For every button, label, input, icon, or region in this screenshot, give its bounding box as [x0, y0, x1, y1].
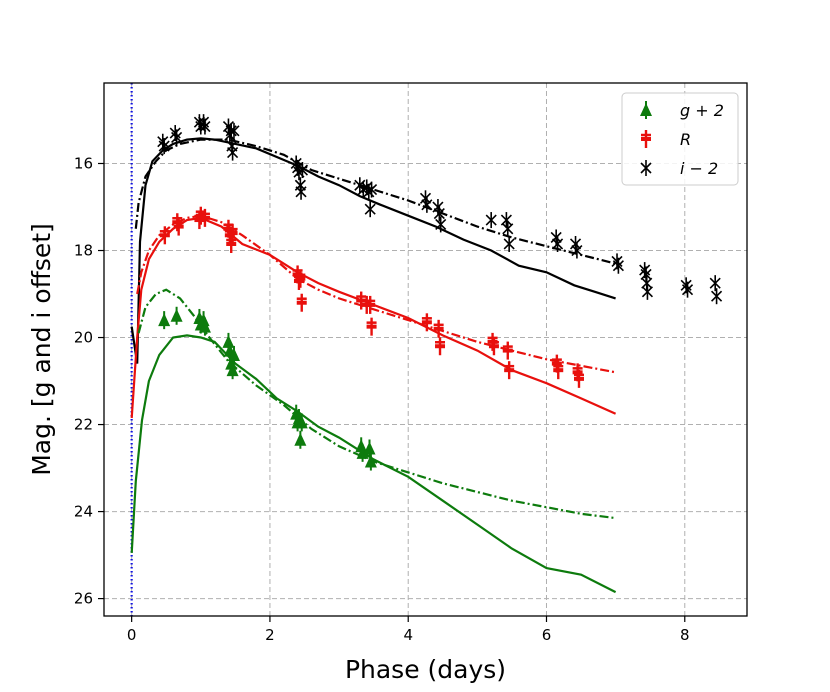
marker-triangle [295, 415, 308, 429]
marker-triangle [363, 441, 376, 455]
marker-triangle [222, 334, 235, 348]
data-point [295, 269, 306, 288]
data-point [364, 452, 377, 471]
model-dashdot-r [136, 214, 616, 374]
model-solid-g-2 [130, 334, 617, 594]
x-tick-label: 2 [265, 626, 275, 644]
y-tick-label: 24 [74, 503, 93, 521]
data-point [365, 295, 376, 314]
data-point [503, 235, 515, 252]
data-point [500, 212, 512, 229]
x-tick-label: 6 [542, 626, 552, 644]
data-point [488, 337, 499, 356]
data-point [435, 216, 447, 233]
legend-marker [641, 130, 651, 148]
data-point [227, 224, 238, 243]
data-point [366, 181, 378, 198]
data-point [553, 361, 564, 380]
data-point [356, 443, 369, 462]
y-tick-label: 22 [74, 416, 93, 434]
data-point [502, 220, 514, 237]
data-point [435, 337, 446, 356]
data-point [421, 313, 432, 332]
data-point [296, 162, 308, 179]
data-point [295, 413, 308, 432]
data-point [228, 122, 240, 139]
legend-marker [640, 101, 652, 119]
x-axis-title: Phase (days) [345, 655, 506, 684]
y-tick-label: 16 [74, 154, 93, 172]
y-tick-label: 18 [74, 242, 93, 260]
data-point [173, 217, 184, 236]
model-solid-r [130, 216, 617, 419]
marker-triangle [197, 313, 210, 327]
data-point [571, 242, 583, 259]
y-tick-label: 26 [74, 590, 93, 608]
data-point [170, 306, 183, 325]
marker-triangle [294, 432, 307, 446]
data-point [485, 212, 497, 229]
data-point [158, 311, 171, 330]
marker-triangle [640, 103, 652, 116]
x-tick-label: 8 [680, 626, 690, 644]
marker-triangle [158, 313, 171, 327]
x-tick-label: 4 [403, 626, 413, 644]
data-point [641, 283, 654, 300]
data-point [366, 317, 377, 336]
data-point [711, 288, 723, 305]
data-point [158, 138, 170, 155]
data-point [227, 144, 239, 161]
marker-triangle [356, 445, 369, 459]
legend-label: R [680, 130, 691, 149]
legend-label: i − 2 [680, 159, 718, 178]
data-point [159, 226, 170, 245]
data-point [227, 345, 240, 364]
data-points [157, 114, 723, 471]
data-point [421, 196, 433, 213]
marker-triangle [226, 363, 239, 377]
data-point [709, 275, 721, 292]
marker-triangle [364, 454, 377, 468]
data-point [199, 118, 211, 135]
marker-triangle [355, 439, 368, 453]
data-point [199, 208, 210, 227]
model-dashdot-g-2 [137, 288, 616, 520]
data-point [551, 235, 564, 252]
marker-triangle [225, 356, 238, 370]
data-point [504, 361, 515, 380]
marker-triangle [227, 347, 240, 361]
data-point [573, 369, 584, 388]
data-point [295, 183, 307, 200]
data-point [681, 281, 694, 298]
marker-triangle [198, 319, 211, 333]
data-point [226, 361, 239, 380]
data-point [171, 129, 183, 146]
grid [104, 83, 747, 616]
legend-label: g + 2 [680, 101, 724, 120]
y-axis-title: Mag. [g and i offset] [27, 223, 56, 476]
data-point [433, 205, 445, 222]
legend-marker [640, 160, 652, 176]
data-point [294, 430, 307, 449]
data-point [363, 439, 376, 458]
data-point [296, 293, 307, 312]
data-point [198, 317, 211, 336]
legend: g + 2 Ri − 2 [621, 92, 739, 186]
y-tick-label: 20 [74, 329, 93, 347]
axes [98, 82, 748, 622]
data-point [364, 201, 376, 218]
data-point [502, 341, 513, 360]
data-point [612, 257, 624, 274]
data-point [433, 319, 444, 338]
marker-triangle [170, 308, 183, 322]
data-point [226, 234, 237, 253]
plot-frame [103, 82, 748, 617]
x-tick-label: 0 [127, 626, 137, 644]
